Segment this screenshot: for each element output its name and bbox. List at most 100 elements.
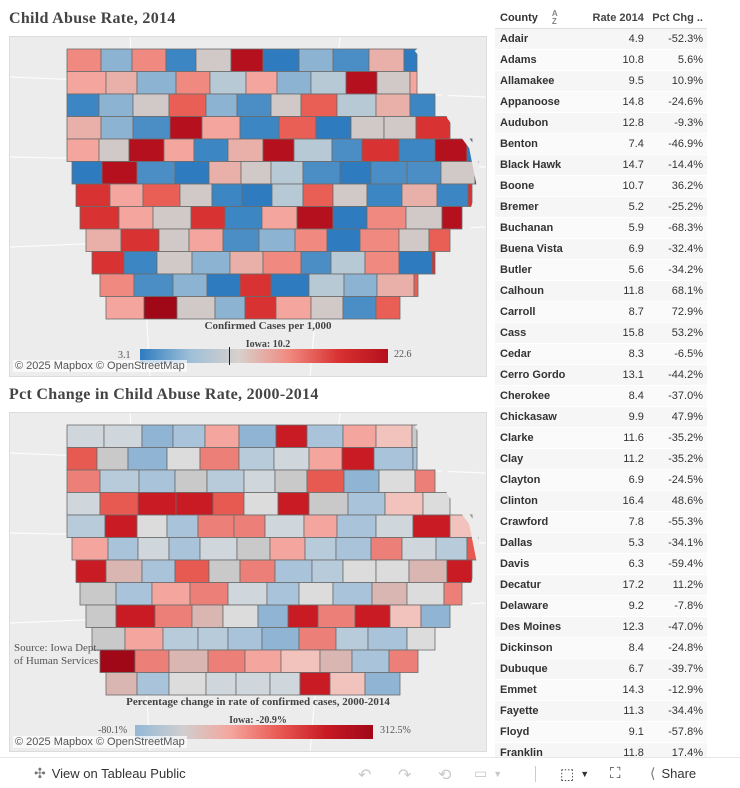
table-row[interactable]: Clinton 16.4 48.6% bbox=[495, 491, 707, 512]
county-polygon[interactable] bbox=[364, 672, 401, 696]
county-polygon[interactable] bbox=[141, 559, 176, 583]
county-polygon[interactable] bbox=[165, 48, 197, 72]
county-polygon[interactable] bbox=[306, 469, 345, 493]
county-polygon[interactable] bbox=[270, 93, 302, 117]
county-polygon[interactable] bbox=[273, 447, 310, 471]
county-polygon[interactable] bbox=[361, 138, 400, 162]
county-polygon[interactable] bbox=[274, 469, 308, 493]
county-polygon[interactable] bbox=[100, 48, 133, 72]
county-polygon[interactable] bbox=[303, 514, 338, 538]
county-polygon[interactable] bbox=[91, 251, 125, 275]
county-polygon[interactable] bbox=[409, 93, 436, 117]
county-polygon[interactable] bbox=[280, 649, 321, 673]
county-polygon[interactable] bbox=[375, 296, 401, 320]
county-polygon[interactable] bbox=[163, 138, 195, 162]
county-polygon[interactable] bbox=[104, 514, 138, 538]
county-polygon[interactable] bbox=[172, 273, 208, 297]
county-polygon[interactable] bbox=[300, 251, 332, 275]
county-polygon[interactable] bbox=[105, 71, 138, 95]
county-polygon[interactable] bbox=[189, 582, 229, 606]
county-polygon[interactable] bbox=[302, 161, 341, 185]
county-polygon[interactable] bbox=[208, 161, 242, 185]
county-polygon[interactable] bbox=[293, 138, 333, 162]
county-polygon[interactable] bbox=[335, 627, 369, 651]
county-polygon[interactable] bbox=[375, 93, 411, 117]
county-polygon[interactable] bbox=[100, 116, 134, 140]
county-polygon[interactable] bbox=[373, 447, 414, 471]
county-polygon[interactable] bbox=[99, 492, 139, 516]
county-polygon[interactable] bbox=[339, 161, 372, 185]
table-row[interactable]: Cass 15.8 53.2% bbox=[495, 323, 707, 344]
county-polygon[interactable] bbox=[71, 537, 109, 561]
pct-change-choropleth[interactable] bbox=[10, 413, 486, 751]
table-row[interactable]: Cherokee 8.4 -37.0% bbox=[495, 386, 707, 407]
county-polygon[interactable] bbox=[244, 649, 282, 673]
county-polygon[interactable] bbox=[236, 93, 272, 117]
county-polygon[interactable] bbox=[310, 71, 347, 95]
county-polygon[interactable] bbox=[233, 514, 266, 538]
county-polygon[interactable] bbox=[229, 251, 264, 275]
county-polygon[interactable] bbox=[298, 627, 337, 651]
county-polygon[interactable] bbox=[326, 228, 361, 252]
county-polygon[interactable] bbox=[422, 492, 451, 516]
county-polygon[interactable] bbox=[375, 559, 410, 583]
county-polygon[interactable] bbox=[401, 183, 438, 207]
county-polygon[interactable] bbox=[141, 424, 174, 448]
county-polygon[interactable] bbox=[342, 296, 377, 320]
county-polygon[interactable] bbox=[138, 469, 176, 493]
county-polygon[interactable] bbox=[176, 296, 216, 320]
county-polygon[interactable] bbox=[199, 537, 238, 561]
revert-button[interactable]: ⟲ bbox=[438, 765, 451, 785]
county-polygon[interactable] bbox=[174, 559, 210, 583]
county-polygon[interactable] bbox=[162, 627, 199, 651]
county-polygon[interactable] bbox=[137, 537, 170, 561]
county-polygon[interactable] bbox=[384, 492, 424, 516]
county-polygon[interactable] bbox=[401, 537, 437, 561]
county-polygon[interactable] bbox=[136, 71, 177, 95]
county-polygon[interactable] bbox=[238, 424, 277, 448]
county-polygon[interactable] bbox=[431, 251, 436, 275]
view-on-tableau-button[interactable]: ✣ View on Tableau Public bbox=[34, 765, 186, 782]
county-polygon[interactable] bbox=[332, 183, 368, 207]
table-row[interactable]: Audubon 12.8 -9.3% bbox=[495, 113, 707, 134]
county-polygon[interactable] bbox=[383, 116, 417, 140]
county-polygon[interactable] bbox=[359, 228, 400, 252]
table-row[interactable]: Dickinson 8.4 -24.8% bbox=[495, 638, 707, 659]
county-polygon[interactable] bbox=[420, 604, 451, 628]
county-polygon[interactable] bbox=[302, 183, 334, 207]
county-polygon[interactable] bbox=[201, 116, 241, 140]
county-polygon[interactable] bbox=[174, 161, 210, 185]
county-polygon[interactable] bbox=[115, 582, 153, 606]
county-polygon[interactable] bbox=[120, 228, 160, 252]
county-polygon[interactable] bbox=[261, 627, 300, 651]
county-polygon[interactable] bbox=[308, 447, 343, 471]
county-polygon[interactable] bbox=[241, 183, 273, 207]
county-polygon[interactable] bbox=[239, 559, 276, 583]
county-polygon[interactable] bbox=[405, 206, 443, 230]
county-polygon[interactable] bbox=[205, 93, 238, 117]
county-polygon[interactable] bbox=[169, 116, 203, 140]
county-polygon[interactable] bbox=[415, 116, 451, 140]
county-polygon[interactable] bbox=[275, 424, 308, 448]
pct-column-header[interactable]: Pct Chg .. bbox=[652, 12, 703, 24]
county-polygon[interactable] bbox=[168, 537, 201, 561]
county-polygon[interactable] bbox=[413, 273, 419, 297]
county-polygon[interactable] bbox=[287, 604, 319, 628]
county-polygon[interactable] bbox=[370, 161, 408, 185]
county-polygon[interactable] bbox=[224, 206, 263, 230]
county-polygon[interactable] bbox=[96, 447, 129, 471]
county-polygon[interactable] bbox=[270, 273, 310, 297]
county-polygon[interactable] bbox=[244, 296, 277, 320]
county-polygon[interactable] bbox=[262, 251, 302, 275]
county-polygon[interactable] bbox=[398, 228, 430, 252]
county-polygon[interactable] bbox=[367, 627, 408, 651]
county-polygon[interactable] bbox=[336, 514, 377, 538]
county-polygon[interactable] bbox=[66, 138, 100, 162]
county-polygon[interactable] bbox=[440, 161, 476, 185]
county-polygon[interactable] bbox=[105, 559, 143, 583]
share-button[interactable]: ⟨ Share bbox=[650, 765, 696, 782]
table-row[interactable]: Cedar 8.3 -6.5% bbox=[495, 344, 707, 365]
county-polygon[interactable] bbox=[136, 672, 170, 696]
county-polygon[interactable] bbox=[168, 93, 207, 117]
county-polygon[interactable] bbox=[331, 138, 363, 162]
